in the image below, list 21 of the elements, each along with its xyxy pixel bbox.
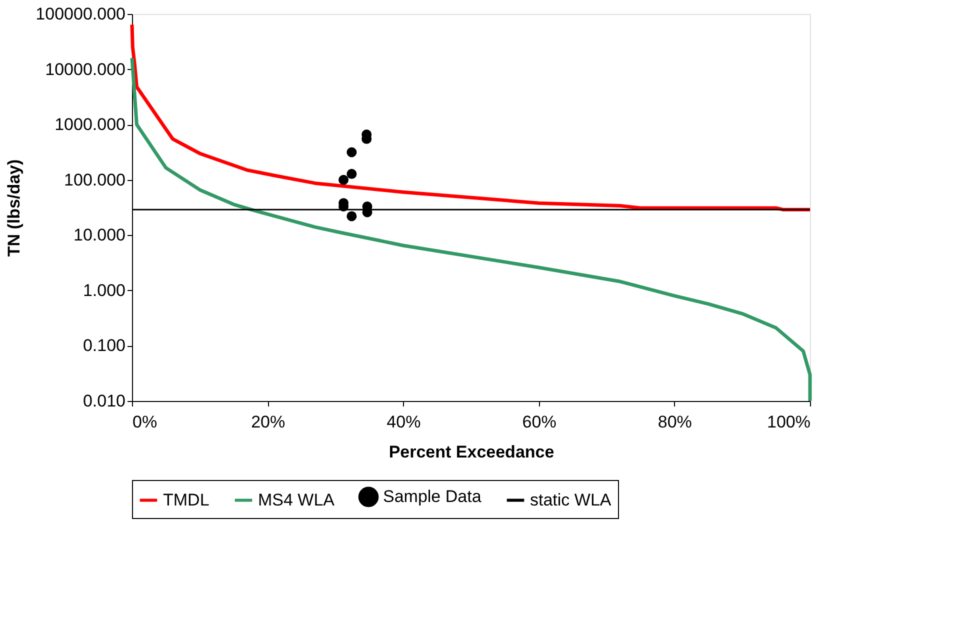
- x-tick-label: 100%: [767, 412, 810, 432]
- legend-label: static WLA: [530, 490, 612, 510]
- y-tick-label: 1.000: [82, 280, 126, 300]
- x-axis-title: Percent Exceedance: [388, 442, 554, 462]
- y-tick-label: 1000.000: [54, 115, 126, 134]
- x-tick-label: 40%: [386, 412, 421, 432]
- legend-label: Sample Data: [383, 486, 482, 506]
- line-series: [130, 22, 812, 212]
- legend-label: MS4 WLA: [258, 490, 336, 510]
- y-tick-label: 0.010: [82, 392, 126, 410]
- y-tick-label: 100.000: [64, 170, 126, 190]
- x-tick-label: 20%: [251, 412, 286, 432]
- legend-label: TMDL: [163, 490, 210, 510]
- y-tick-label: 100000.000: [36, 4, 126, 24]
- x-tick-label: 80%: [658, 412, 692, 432]
- y-tick-label: 10.000: [74, 226, 126, 245]
- x-tick-label: 0%: [132, 412, 158, 432]
- y-tick-label: 10000.000: [45, 60, 126, 79]
- y-tick-label: 0.100: [82, 336, 126, 356]
- x-tick-label: 60%: [522, 412, 556, 432]
- y-axis-title: TN (lbs/day): [4, 159, 24, 257]
